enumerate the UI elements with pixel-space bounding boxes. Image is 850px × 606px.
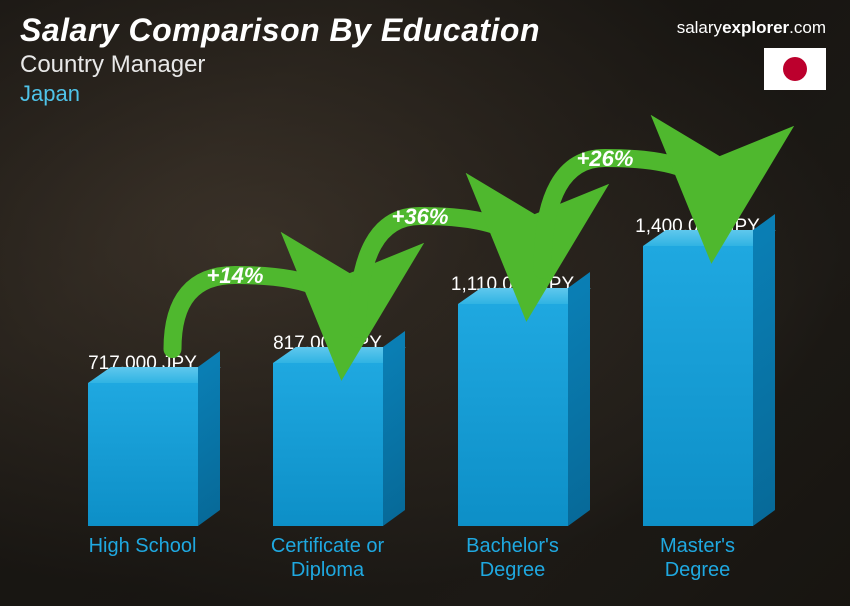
chart-country: Japan xyxy=(20,81,830,107)
bar-group: 1,400,000 JPY xyxy=(605,216,790,526)
bar xyxy=(88,383,198,526)
bars-container: 717,000 JPY817,000 JPY1,110,000 JPY1,400… xyxy=(50,130,790,526)
brand-suffix: .com xyxy=(789,18,826,37)
bar-label: High School xyxy=(50,534,235,586)
brand-bold: explorer xyxy=(722,18,789,37)
bar-label: Bachelor'sDegree xyxy=(420,534,605,586)
flag-japan xyxy=(764,48,826,90)
bar-label: Master'sDegree xyxy=(605,534,790,586)
chart-subtitle: Country Manager xyxy=(20,51,830,79)
bar xyxy=(458,304,568,526)
flag-circle-icon xyxy=(783,57,807,81)
bar xyxy=(273,363,383,526)
bar-label: Certificate orDiploma xyxy=(235,534,420,586)
bar-chart: 717,000 JPY817,000 JPY1,110,000 JPY1,400… xyxy=(50,130,790,586)
labels-container: High SchoolCertificate orDiplomaBachelor… xyxy=(50,534,790,586)
bar xyxy=(643,246,753,526)
brand-label: salaryexplorer.com xyxy=(677,18,826,38)
bar-group: 717,000 JPY xyxy=(50,353,235,526)
bar-group: 817,000 JPY xyxy=(235,333,420,526)
brand-prefix: salary xyxy=(677,18,722,37)
bar-group: 1,110,000 JPY xyxy=(420,274,605,526)
